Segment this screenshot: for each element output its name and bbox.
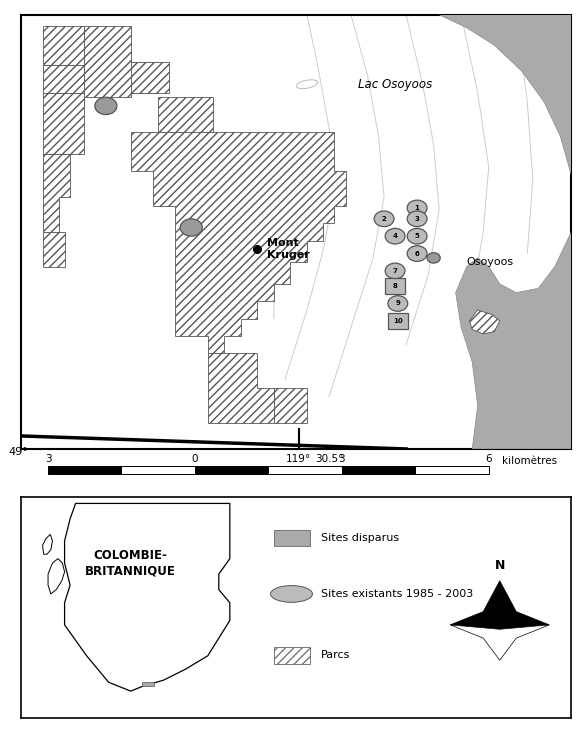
Bar <box>142 682 154 686</box>
Text: Lac Osoyoos: Lac Osoyoos <box>358 78 432 91</box>
Text: Parcs: Parcs <box>321 651 350 660</box>
Text: 119°: 119° <box>287 454 311 464</box>
Polygon shape <box>43 232 64 266</box>
Polygon shape <box>43 26 84 65</box>
Polygon shape <box>274 388 307 423</box>
Text: N: N <box>495 559 505 572</box>
Circle shape <box>385 228 405 244</box>
Bar <box>388 313 408 329</box>
Circle shape <box>407 246 427 261</box>
Bar <box>274 530 310 546</box>
Text: 3: 3 <box>415 216 420 222</box>
Text: 9: 9 <box>396 300 400 306</box>
Text: 30.5°: 30.5° <box>315 454 343 464</box>
Bar <box>195 466 268 474</box>
Polygon shape <box>43 93 84 154</box>
Text: 7: 7 <box>393 268 397 274</box>
Text: kilomètres: kilomètres <box>503 456 558 466</box>
Text: 5: 5 <box>415 233 420 239</box>
Polygon shape <box>43 154 70 232</box>
Polygon shape <box>469 310 500 334</box>
Circle shape <box>95 97 117 115</box>
Polygon shape <box>43 65 84 93</box>
Bar <box>48 466 121 474</box>
Circle shape <box>407 211 427 227</box>
Text: 1: 1 <box>415 205 420 211</box>
Polygon shape <box>208 353 274 423</box>
Polygon shape <box>64 503 230 691</box>
Polygon shape <box>84 26 158 97</box>
Text: Mont
Kruger: Mont Kruger <box>267 238 310 260</box>
Text: 0: 0 <box>192 454 198 464</box>
Text: 8: 8 <box>393 283 397 289</box>
Bar <box>385 278 405 294</box>
Polygon shape <box>450 625 549 660</box>
Text: 49°: 49° <box>9 447 29 457</box>
Polygon shape <box>48 559 64 594</box>
Text: 3: 3 <box>45 454 52 464</box>
Polygon shape <box>450 581 549 629</box>
Polygon shape <box>158 97 213 132</box>
Polygon shape <box>131 132 346 353</box>
Circle shape <box>271 586 312 602</box>
Text: 6: 6 <box>415 250 420 257</box>
Polygon shape <box>43 534 53 554</box>
Bar <box>121 466 195 474</box>
Bar <box>274 647 310 664</box>
Circle shape <box>407 200 427 216</box>
Text: Sites existants 1985 - 2003: Sites existants 1985 - 2003 <box>321 589 473 599</box>
Circle shape <box>407 228 427 244</box>
Polygon shape <box>439 15 571 449</box>
Bar <box>342 466 415 474</box>
Text: 6: 6 <box>485 454 492 464</box>
Text: 2: 2 <box>381 216 386 222</box>
Text: COLOMBIE-
BRITANNIQUE: COLOMBIE- BRITANNIQUE <box>85 548 176 578</box>
Bar <box>268 466 342 474</box>
Circle shape <box>385 263 405 279</box>
Circle shape <box>180 219 202 236</box>
Text: 4: 4 <box>393 233 397 239</box>
Bar <box>415 466 489 474</box>
Circle shape <box>427 252 440 263</box>
Circle shape <box>388 296 408 311</box>
Circle shape <box>374 211 394 227</box>
Polygon shape <box>131 63 169 93</box>
Text: Sites disparus: Sites disparus <box>321 534 399 543</box>
Text: 10: 10 <box>393 318 403 324</box>
Text: Osoyoos: Osoyoos <box>466 258 514 267</box>
Text: 3: 3 <box>339 454 345 464</box>
